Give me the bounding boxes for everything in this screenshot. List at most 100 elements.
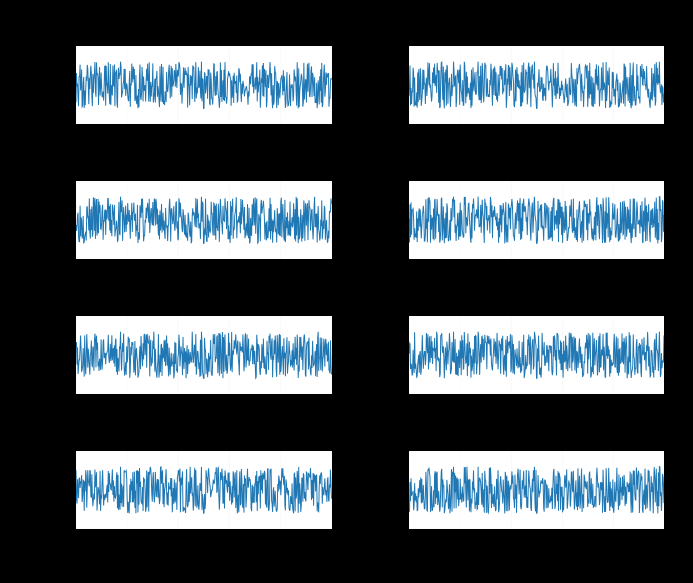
y-ticks: -202 xyxy=(390,450,406,530)
x-tick: 4000 xyxy=(502,396,520,405)
y-tick: -2 xyxy=(398,526,405,535)
y-tick: 0 xyxy=(401,351,405,360)
y-ticks: -202 xyxy=(57,315,73,395)
x-tick: 8000 xyxy=(272,396,290,405)
x-tick: 4000 xyxy=(502,531,520,540)
x-tick: 0 xyxy=(405,126,409,135)
x-tick: 2000 xyxy=(450,531,468,540)
y-axis-label: 距离的变化（mm） xyxy=(45,450,57,530)
plot-svg xyxy=(409,316,665,394)
x-tick: 6000 xyxy=(221,531,239,540)
plot-area xyxy=(408,450,666,530)
x-axis-label: 时间（秒） xyxy=(75,139,333,152)
x-tick: 10000 xyxy=(321,396,343,405)
plot-svg xyxy=(76,316,332,394)
y-tick: 2 xyxy=(69,311,73,320)
plot-svg xyxy=(409,46,665,124)
x-axis-label: 时间（秒） xyxy=(408,139,666,152)
x-ticks: 0200040006000800010000 xyxy=(408,126,666,138)
y-ticks: -202 xyxy=(57,450,73,530)
x-tick: 4000 xyxy=(502,261,520,270)
x-tick: 2000 xyxy=(118,396,136,405)
plot-area xyxy=(75,315,333,395)
y-ticks: -202 xyxy=(57,180,73,260)
y-axis-label: 距离的变化（mm） xyxy=(378,315,390,395)
x-tick: 6000 xyxy=(553,261,571,270)
x-axis-label: 时间（秒） xyxy=(408,274,666,287)
x-tick: 10000 xyxy=(321,261,343,270)
y-tick: 2 xyxy=(401,41,405,50)
x-tick: 6000 xyxy=(221,126,239,135)
x-tick: 8000 xyxy=(605,126,623,135)
x-tick: 10000 xyxy=(654,396,676,405)
plot-area xyxy=(75,45,333,125)
y-tick: 2 xyxy=(69,176,73,185)
plot-svg xyxy=(76,46,332,124)
plot-svg xyxy=(409,451,665,529)
subplot-1: 距离的变化（mm）时间（秒）0200040006000800010000-202 xyxy=(388,45,666,150)
x-tick: 4000 xyxy=(169,126,187,135)
x-tick: 8000 xyxy=(272,531,290,540)
subplot-3: 距离的变化（mm）时间（秒）0200040006000800010000-202 xyxy=(388,180,666,285)
x-tick: 8000 xyxy=(605,261,623,270)
plot-area xyxy=(408,45,666,125)
x-ticks: 0200040006000800010000 xyxy=(75,261,333,273)
y-ticks: -202 xyxy=(390,45,406,125)
signal-line xyxy=(76,467,332,514)
x-ticks: 0200040006000800010000 xyxy=(408,396,666,408)
x-tick: 0 xyxy=(405,531,409,540)
plot-area xyxy=(75,180,333,260)
x-axis-label: 时间（秒） xyxy=(75,274,333,287)
y-tick: -2 xyxy=(398,391,405,400)
subplot-4: 距离的变化（mm）时间（秒）0200040006000800010000-202 xyxy=(55,315,333,420)
x-tick: 6000 xyxy=(553,396,571,405)
x-tick: 10000 xyxy=(654,531,676,540)
y-axis-label: 距离的变化（mm） xyxy=(45,45,57,125)
x-axis-label: 时间（秒） xyxy=(75,409,333,422)
x-ticks: 0200040006000800010000 xyxy=(75,126,333,138)
x-tick: 2000 xyxy=(450,261,468,270)
x-tick: 4000 xyxy=(169,261,187,270)
x-tick: 6000 xyxy=(221,261,239,270)
y-axis-label: 距离的变化（mm） xyxy=(378,45,390,125)
y-tick: 0 xyxy=(69,81,73,90)
x-tick: 0 xyxy=(73,126,77,135)
y-tick: 0 xyxy=(401,81,405,90)
x-tick: 0 xyxy=(405,396,409,405)
y-axis-label: 距离的变化（mm） xyxy=(378,450,390,530)
y-ticks: -202 xyxy=(57,45,73,125)
subplot-0: 距离的变化（mm）时间（秒）0200040006000800010000-202 xyxy=(55,45,333,150)
plot-area xyxy=(408,180,666,260)
x-tick: 2000 xyxy=(450,396,468,405)
y-tick: -2 xyxy=(66,391,73,400)
y-tick: 0 xyxy=(69,216,73,225)
subplot-grid: 距离的变化（mm）时间（秒）0200040006000800010000-202… xyxy=(55,45,665,555)
y-axis-label: 距离的变化（mm） xyxy=(45,315,57,395)
y-tick: 0 xyxy=(69,486,73,495)
x-axis-label: 时间（秒） xyxy=(408,544,666,557)
x-ticks: 0200040006000800010000 xyxy=(75,531,333,543)
x-tick: 8000 xyxy=(272,126,290,135)
x-tick: 6000 xyxy=(553,531,571,540)
x-tick: 0 xyxy=(73,396,77,405)
x-tick: 2000 xyxy=(118,126,136,135)
plot-svg xyxy=(409,181,665,259)
y-ticks: -202 xyxy=(390,180,406,260)
figure: 距离的变化（mm）时间（秒）0200040006000800010000-202… xyxy=(0,0,693,583)
y-tick: -2 xyxy=(398,256,405,265)
x-ticks: 0200040006000800010000 xyxy=(408,261,666,273)
plot-area xyxy=(75,450,333,530)
y-tick: 2 xyxy=(401,446,405,455)
x-tick: 8000 xyxy=(605,396,623,405)
plot-area xyxy=(408,315,666,395)
x-tick: 2000 xyxy=(118,531,136,540)
x-tick: 10000 xyxy=(321,531,343,540)
subplot-6: 距离的变化（mm）时间（秒）0200040006000800010000-202 xyxy=(55,450,333,555)
x-tick: 6000 xyxy=(221,396,239,405)
y-tick: 2 xyxy=(69,446,73,455)
x-axis-label: 时间（秒） xyxy=(408,409,666,422)
y-tick: -2 xyxy=(66,121,73,130)
x-tick: 10000 xyxy=(654,126,676,135)
y-tick: 2 xyxy=(69,41,73,50)
y-axis-label: 距离的变化（mm） xyxy=(45,180,57,260)
